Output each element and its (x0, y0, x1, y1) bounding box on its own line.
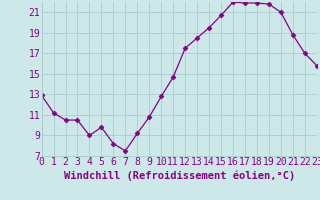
X-axis label: Windchill (Refroidissement éolien,°C): Windchill (Refroidissement éolien,°C) (64, 170, 295, 181)
